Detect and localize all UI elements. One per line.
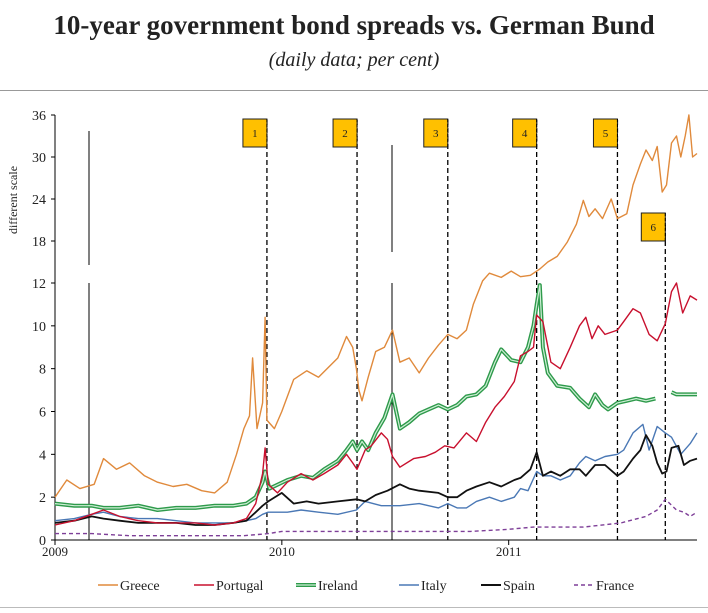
event-label: 1 xyxy=(252,128,258,140)
legend-label: Greece xyxy=(120,579,160,594)
event-badge xyxy=(423,118,449,148)
event-badge xyxy=(242,118,268,148)
event-badge xyxy=(332,118,358,148)
event-label: 3 xyxy=(433,128,439,140)
series-line-france xyxy=(55,498,698,537)
x-tick-label: 2011 xyxy=(496,544,522,559)
y-tick-label: 36 xyxy=(32,109,46,124)
y-tick-label: 18 xyxy=(32,235,46,250)
y-tick-label: 0 xyxy=(39,534,46,549)
chart-legend: Greece Portugal Ireland Italy Spain France xyxy=(98,579,634,594)
y-tick-label: 8 xyxy=(39,363,46,378)
legend-label: France xyxy=(596,579,634,594)
event-label: 5 xyxy=(603,128,609,140)
event-badge xyxy=(512,118,538,148)
series-line-italy xyxy=(54,423,698,524)
y-tick-label: 10 xyxy=(32,320,46,335)
x-tick-label: 2010 xyxy=(269,544,295,559)
x-tick-label: 2009 xyxy=(42,544,68,559)
event-label: 4 xyxy=(522,128,528,140)
y-tick-label: 2 xyxy=(39,491,46,506)
y-tick-label: 24 xyxy=(32,193,46,208)
event-badge xyxy=(640,212,666,242)
bottom-divider xyxy=(0,607,708,608)
chart-subtitle: (daily data; per cent) xyxy=(268,49,440,71)
y-tick-label: 4 xyxy=(39,448,46,463)
event-badge xyxy=(592,118,618,148)
y-tick-label: 30 xyxy=(32,151,46,166)
y-tick-label: 12 xyxy=(32,277,46,292)
broken-axis-label: different scale xyxy=(6,166,20,234)
event-label: 6 xyxy=(651,222,657,234)
series-lines xyxy=(54,114,698,537)
top-divider xyxy=(0,90,708,91)
series-line-greece xyxy=(54,114,698,498)
chart-title: 10-year government bond spreads vs. Germ… xyxy=(53,10,655,40)
series-line-portugal xyxy=(54,282,698,526)
legend-label: Ireland xyxy=(318,579,358,594)
legend-label: Portugal xyxy=(216,579,264,594)
series-line-ireland-inner xyxy=(54,284,656,511)
marker-labels: 1 2 3 4 5 6 xyxy=(242,118,666,242)
series-line-spain xyxy=(54,434,698,526)
legend-label: Italy xyxy=(421,579,447,594)
event-label: 2 xyxy=(342,128,348,140)
series-line-ireland-inner xyxy=(671,391,697,395)
y-tick-label: 6 xyxy=(39,406,46,421)
legend-label: Spain xyxy=(503,579,535,594)
